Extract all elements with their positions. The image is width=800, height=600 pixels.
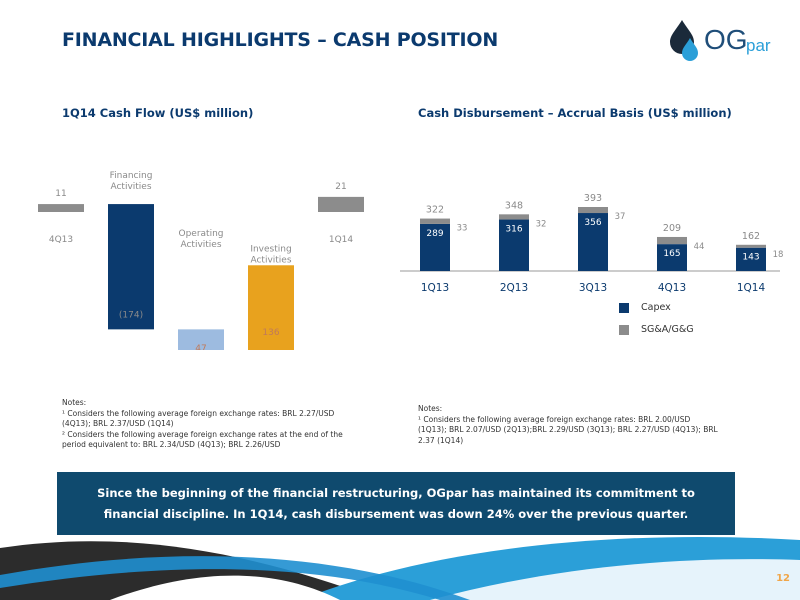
waterfall-category-word: Investing [250,244,291,254]
legend-item-capex: Capex [619,302,694,313]
bar-capex [657,244,687,271]
legend-swatch-capex [619,302,629,313]
note-line: ¹ Considers the following average foreig… [62,408,335,429]
capex-value-label: 165 [663,249,680,259]
bar-capex [578,213,608,271]
ogpar-logo: OG par [668,16,788,66]
capex-value-label: 289 [426,229,443,239]
waterfall-category-word: 4Q13 [49,235,73,245]
x-tick-label: 1Q14 [737,282,766,294]
waterfall-value-label: 136 [262,328,279,338]
waterfall-value-label: 11 [55,189,66,199]
sga-value-label: 37 [615,212,626,222]
legend-label-sga: SG&A/G&G [641,324,694,335]
callout-box: Since the beginning of the financial res… [57,472,735,535]
note-line: ¹ Considers the following average foreig… [418,414,718,445]
bar-sga [657,236,687,245]
waterfall-bar [178,329,224,350]
page-number: 12 [776,573,790,584]
x-tick-label: 4Q13 [658,282,686,294]
bar-notes: Notes: ¹ Considers the following average… [418,404,718,446]
total-value-label: 209 [663,223,681,234]
legend-swatch-sga [619,324,629,335]
waterfall-chart-title: 1Q14 Cash Flow (US$ million) [62,106,254,120]
sga-value-label: 32 [536,219,547,229]
logo-text-small: par [746,36,771,55]
waterfall-category-label: Investing Activities [250,244,292,265]
waterfall-bar [248,265,294,350]
x-tick-label: 3Q13 [579,282,607,294]
legend-label-capex: Capex [641,302,671,313]
waterfall-category-word: Activities [180,240,221,250]
stacked-bar-chart: 289 33 322 1Q13 316 32 348 2Q13 356 37 393 3Q13 165 4… [400,193,784,294]
callout-text: Since the beginning of the financial res… [97,485,695,521]
bar-sga [736,244,766,248]
waterfall-category-word: 1Q14 [329,235,354,245]
notes-heading: Notes: [418,404,443,413]
capex-value-label: 356 [584,218,601,228]
logo-text: OG [704,24,748,55]
x-tick-label: 2Q13 [500,282,528,294]
bar-capex [420,223,450,271]
notes-heading: Notes: [62,398,87,407]
bar-capex [499,219,529,271]
waterfall-notes: Notes: ¹ Considers the following average… [62,398,362,451]
sga-value-label: 18 [773,250,784,260]
waterfall-category-word: Financing [110,171,153,181]
total-value-label: 162 [742,231,760,242]
legend-item-sga: SG&A/G&G [619,324,694,335]
waterfall-bar [38,204,84,212]
bar-chart-legend: Capex SG&A/G&G [619,302,694,335]
waterfall-bar [108,204,154,330]
bar-sga [420,218,450,224]
capex-value-label: 143 [742,253,759,263]
waterfall-category-label: Operating Activities [179,229,224,250]
waterfall-value-label: 21 [335,182,346,192]
capex-value-label: 316 [505,225,522,235]
note-line: ² Considers the following average foreig… [62,429,343,450]
bar-capex [736,247,766,271]
waterfall-category-word: Activities [250,255,291,265]
x-tick-label: 1Q13 [421,282,449,294]
page-title: FINANCIAL HIGHLIGHTS – CASH POSITION [62,29,499,51]
sga-value-label: 44 [694,242,705,252]
waterfall-bar [318,196,364,212]
total-value-label: 393 [584,193,602,204]
waterfall-category-label: Financing Activities [110,171,153,192]
bar-chart-title: Cash Disbursement – Accrual Basis (US$ m… [418,106,732,120]
waterfall-value-label: 47 [195,344,206,350]
waterfall-category-label: 1Q14 [329,235,354,245]
waterfall-category-word: Activities [110,182,151,192]
sga-value-label: 33 [457,224,468,234]
logo-drops-icon [670,20,698,61]
waterfall-category-label: 4Q13 [49,235,73,245]
waterfall-value-label: (174) [119,310,143,320]
bar-sga [499,214,529,220]
total-value-label: 322 [426,205,444,216]
waterfall-category-word: Operating [179,229,224,239]
total-value-label: 348 [505,200,523,211]
bar-sga [578,207,608,214]
